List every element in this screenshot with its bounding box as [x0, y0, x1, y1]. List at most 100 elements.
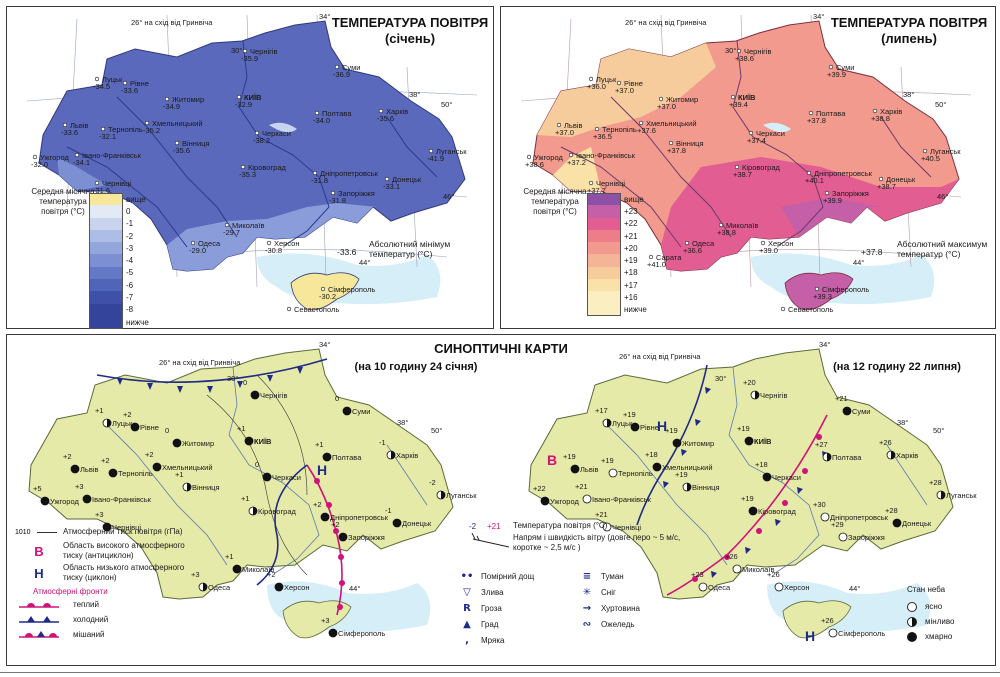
- city-marker: Львів+37.0: [555, 121, 582, 137]
- wind-barb-icon: [471, 533, 510, 548]
- city-temperature: +1: [237, 424, 246, 433]
- variable-sky-icon: [907, 616, 917, 627]
- city-label: Суми: [836, 63, 854, 72]
- scale-label: +22: [624, 219, 638, 229]
- scale-row: -8: [89, 303, 149, 316]
- city-marker: Харків-35.6: [377, 107, 408, 123]
- city-temperature: +1: [241, 494, 250, 503]
- city-temperature: +2: [63, 452, 72, 461]
- city-marker: Львів-33.6: [61, 121, 88, 137]
- city-marker: Житомир-34.9: [163, 95, 204, 111]
- city-marker: Херсон-30.8: [265, 239, 300, 255]
- city-label: Черкаси: [262, 129, 291, 138]
- jan-title-line1: ТЕМПЕРАТУРА ПОВІТРЯ: [331, 15, 489, 30]
- drizzle-icon: ,: [465, 635, 469, 646]
- city-marker: Чернігів 0: [243, 378, 288, 400]
- warm-front-icon: [19, 602, 59, 608]
- city-dot-icon: [322, 452, 332, 462]
- city-temperature: +36.5: [593, 132, 612, 141]
- city-marker: Львів +19: [563, 452, 598, 474]
- city-dot-icon: [172, 438, 182, 448]
- city-marker: Херсон +26: [767, 570, 810, 592]
- city-dot-icon: [808, 110, 814, 116]
- city-dot-icon: [616, 80, 622, 86]
- city-dot-icon: [74, 152, 80, 158]
- jul-scale: вище +23 +22 +21 +20 +19 +18 +17 +16 нижче: [587, 192, 647, 317]
- city-marker: Запоріжжя-31.8: [329, 189, 375, 205]
- city-temperature: +1: [315, 440, 324, 449]
- synoptic-maps-panel: Н 26° на схід від Гринвіча 34° 30° 38° 5…: [6, 334, 996, 666]
- city-marker: Суми +21: [835, 394, 870, 416]
- city-temperature: +39.9: [827, 70, 846, 79]
- city-temperature: +2: [145, 450, 154, 459]
- scale-swatch: [587, 279, 621, 292]
- phenomenon-row: ▲ Град: [453, 619, 498, 630]
- city-temperature: -35.9: [241, 54, 258, 63]
- city-label: Тернопіль: [108, 125, 143, 134]
- city-label: Львів: [80, 465, 98, 474]
- city-temperature: -29.7: [223, 228, 240, 237]
- city-dot-icon: [224, 222, 230, 228]
- temp-example-positive: +21: [487, 521, 501, 531]
- scale-swatch: [89, 254, 123, 267]
- city-dot-icon: [122, 80, 128, 86]
- scale-row: +16: [587, 291, 647, 304]
- city-dot-icon: [734, 164, 740, 170]
- scale-label: -5: [126, 268, 134, 278]
- city-temperature: -34.1: [73, 158, 90, 167]
- phenomenon-label: Сніг: [601, 587, 616, 597]
- jul-degree-34: 34°: [813, 12, 824, 21]
- city-dot-icon: [648, 254, 654, 260]
- jul-degree-46: 46°: [937, 192, 948, 201]
- city-label: Харків: [396, 451, 418, 460]
- synoptic-maps: Н 26° на схід від Гринвіча 34° 30° 38° 5…: [28, 340, 977, 644]
- city-label: Тернопіль: [118, 469, 153, 478]
- city-marker: Хмельницький+37.6: [637, 119, 697, 135]
- city-label: Черкаси: [756, 129, 785, 138]
- city-marker: Дніпропетровськ +30: [813, 500, 889, 522]
- city-label: Ужгород: [40, 153, 69, 162]
- carpathian-cool-zone: [553, 147, 601, 191]
- jan-absolute-label: Абсолютний мінімум температур (°C): [369, 239, 451, 259]
- jan-absolute-value: -33.6: [337, 247, 357, 257]
- city-label: Луганськ: [946, 491, 977, 500]
- city-label: Полтава: [816, 109, 846, 118]
- city-marker: Севастополь: [780, 305, 833, 314]
- city-temperature: +20: [743, 378, 756, 387]
- scale-row: вище: [587, 192, 647, 206]
- city-temperature: +19: [601, 456, 614, 465]
- city-dot-icon: [762, 472, 772, 482]
- isobar-line-icon: [37, 531, 57, 533]
- scale-swatch: [89, 217, 123, 230]
- city-marker: Івано-Франківськ-34.1: [73, 151, 142, 167]
- city-label: Херсон: [284, 583, 310, 592]
- scale-swatch: [89, 303, 123, 316]
- city-temperature: +1: [225, 552, 234, 561]
- city-label: Ужгород: [550, 497, 579, 506]
- scale-label: -2: [126, 231, 134, 241]
- sky-legend: Стан неба ясно мінливо хмарно: [907, 585, 987, 644]
- high-legend-row: В Область високого атмосферного тиску (а…: [15, 541, 195, 561]
- city-dot-icon: [328, 628, 338, 638]
- city-dot-icon: [32, 154, 38, 160]
- city-temperature: +38.6: [735, 54, 754, 63]
- city-dot-icon: [588, 76, 594, 82]
- syn-jan-meridian-label: 26° на схід від Гринвіча: [159, 358, 241, 367]
- city-marker: Луганськ+40.5: [921, 147, 961, 163]
- jul-meridian-label: 26° на схід від Гринвіча: [625, 18, 707, 27]
- phenomenon-label: Гроза: [481, 603, 502, 613]
- city-dot-icon: [190, 240, 196, 246]
- city-label: Дніпропетровськ: [830, 513, 889, 522]
- clear-sky-icon: [907, 601, 917, 612]
- scale-row: -3: [89, 242, 149, 255]
- city-temperature: +23: [691, 570, 704, 579]
- city-dot-icon: [684, 240, 690, 246]
- scale-swatch: [89, 205, 123, 218]
- city-temperature: +28: [885, 506, 898, 515]
- city-temperature: +19: [675, 470, 688, 479]
- city-marker: Кіровоград +1: [241, 494, 297, 516]
- city-temperature: -29.0: [189, 246, 206, 255]
- scale-row: -4: [89, 254, 149, 267]
- city-dot-icon: [744, 436, 754, 446]
- city-temperature: +3: [321, 616, 330, 625]
